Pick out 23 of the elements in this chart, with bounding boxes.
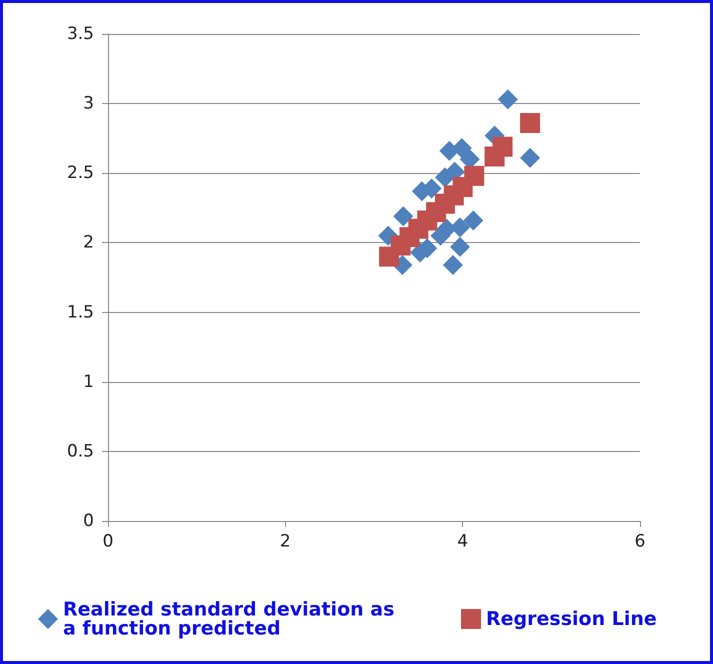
- y-tick-label: 0.5: [66, 441, 94, 462]
- point: [450, 236, 470, 257]
- point: [393, 206, 414, 226]
- point: [442, 254, 463, 275]
- y-tick-label: 3.5: [66, 24, 94, 44]
- x-tick-label: 4: [457, 532, 468, 552]
- x-tick-label: 2: [280, 532, 291, 552]
- y-tick-label: 2.5: [66, 163, 94, 184]
- point: [520, 148, 540, 168]
- y-tick-label: 1: [83, 372, 94, 392]
- point: [464, 166, 484, 186]
- point: [498, 89, 518, 110]
- x-tick-label: 6: [634, 532, 646, 552]
- legend-label: Regression Line: [486, 608, 657, 630]
- y-tick-label: 3: [83, 94, 94, 114]
- y-tick-label: 1.5: [66, 302, 94, 322]
- x-tick-label: 0: [102, 532, 114, 552]
- point: [463, 210, 484, 230]
- y-tick-label: 0: [83, 511, 94, 531]
- point: [520, 113, 540, 134]
- y-tick-label: 2: [83, 232, 94, 253]
- point: [492, 136, 513, 157]
- legend-label: Realized standard deviation as a function predicted: [63, 598, 402, 640]
